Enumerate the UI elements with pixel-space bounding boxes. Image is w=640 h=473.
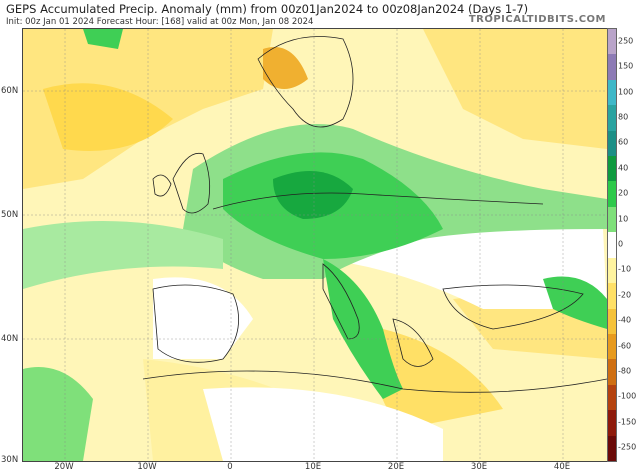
colorbar-segment <box>608 232 616 259</box>
colorbar-segment <box>608 410 616 437</box>
colorbar-tick-label: -150 <box>618 417 637 427</box>
scandinavia-coast <box>257 36 354 128</box>
colorbar-tick-label: -60 <box>618 341 632 351</box>
scandinavia-dry-area <box>423 29 607 149</box>
lon-label-0: 0 <box>227 462 233 472</box>
colorbar-tick-label: 250 <box>618 36 634 46</box>
lat-label-30n: 30N <box>1 455 19 465</box>
colorbar-tick-label: 40 <box>618 163 629 173</box>
sahara-neutral <box>203 387 443 461</box>
colorbar-segment <box>608 384 616 411</box>
lat-label-60n: 60N <box>1 86 19 96</box>
lon-label-10w: 10W <box>137 462 157 472</box>
colorbar-tick-label: -100 <box>618 391 637 401</box>
colorbar-segment <box>608 156 616 182</box>
atlantic-wet-band <box>23 221 223 289</box>
atlantic-dry-core <box>43 83 173 151</box>
colorbar-tick-label: 20 <box>618 188 629 198</box>
lon-label-20e: 20E <box>387 462 405 472</box>
north-africa-coast <box>142 370 607 393</box>
colorbar-tick-label: 60 <box>618 137 629 147</box>
colorbar-segment <box>608 130 616 157</box>
black-sea-coast <box>442 284 584 330</box>
anomaly-map <box>22 28 608 462</box>
north-europe-coast <box>212 192 544 210</box>
colorbar-tick-label: -20 <box>618 290 632 300</box>
colorbar <box>607 28 617 462</box>
colorbar-segment <box>608 181 616 208</box>
coastlines <box>142 36 607 393</box>
colorbar-segment <box>608 435 616 462</box>
lon-label-30e: 30E <box>470 462 488 472</box>
colorbar-tick-label: 100 <box>618 87 634 97</box>
lat-label-50n: 50N <box>1 210 19 220</box>
great-britain-coast <box>172 152 211 214</box>
graticule <box>23 29 607 461</box>
map-subtitle: Init: 00z Jan 01 2024 Forecast Hour: [16… <box>6 17 314 27</box>
germany-wet-max <box>273 171 353 219</box>
mediterranean-dry-area <box>376 329 503 429</box>
lon-label-20w: 20W <box>54 462 74 472</box>
adriatic-wet-band <box>323 259 403 399</box>
iberia-neutral <box>153 277 253 359</box>
colorbar-segment <box>608 359 616 386</box>
colorbar-segment <box>608 257 616 284</box>
iceland-wet-area <box>83 29 123 49</box>
map-canvas <box>23 29 607 461</box>
colorbar-tick-label: -250 <box>618 442 637 452</box>
colorbar-segment <box>608 54 616 81</box>
azores-wet-area <box>23 367 93 461</box>
colorbar-segment <box>608 333 616 360</box>
colorbar-tick-label: -10 <box>618 264 632 274</box>
italy-coast <box>322 263 360 340</box>
map-title: GEPS Accumulated Precip. Anomaly (mm) fr… <box>6 2 529 16</box>
colorbar-segment <box>608 105 616 132</box>
colorbar-tick-label: 150 <box>618 61 634 71</box>
colorbar-tick-label: 10 <box>618 214 629 224</box>
lat-label-40n: 40N <box>1 334 19 344</box>
colorbar-tick-label: -80 <box>618 366 632 376</box>
norway-dry-core <box>263 47 308 89</box>
lon-label-40e: 40E <box>553 462 571 472</box>
colorbar-segment <box>608 283 616 310</box>
brand-logo-text: TROPICALTIDBITS.COM <box>468 14 606 25</box>
greece-coast <box>392 318 434 367</box>
colorbar-labels: 250 150 100 80 60 40 20 10 0 -10 -20 -40 -60 -80 -100-… <box>618 28 640 460</box>
colorbar-tick-label: -40 <box>618 315 632 325</box>
ireland-coast <box>152 174 172 197</box>
colorbar-tick-label: 80 <box>618 112 629 122</box>
colorbar-segment <box>608 308 616 335</box>
colorbar-tick-label: 0 <box>618 239 624 249</box>
colorbar-segment <box>608 206 616 233</box>
lon-label-10e: 10E <box>304 462 322 472</box>
black-sea-wet-area <box>543 276 607 329</box>
colorbar-segment <box>608 79 616 106</box>
colorbar-segment <box>608 29 616 55</box>
iberia-coast <box>152 284 239 363</box>
